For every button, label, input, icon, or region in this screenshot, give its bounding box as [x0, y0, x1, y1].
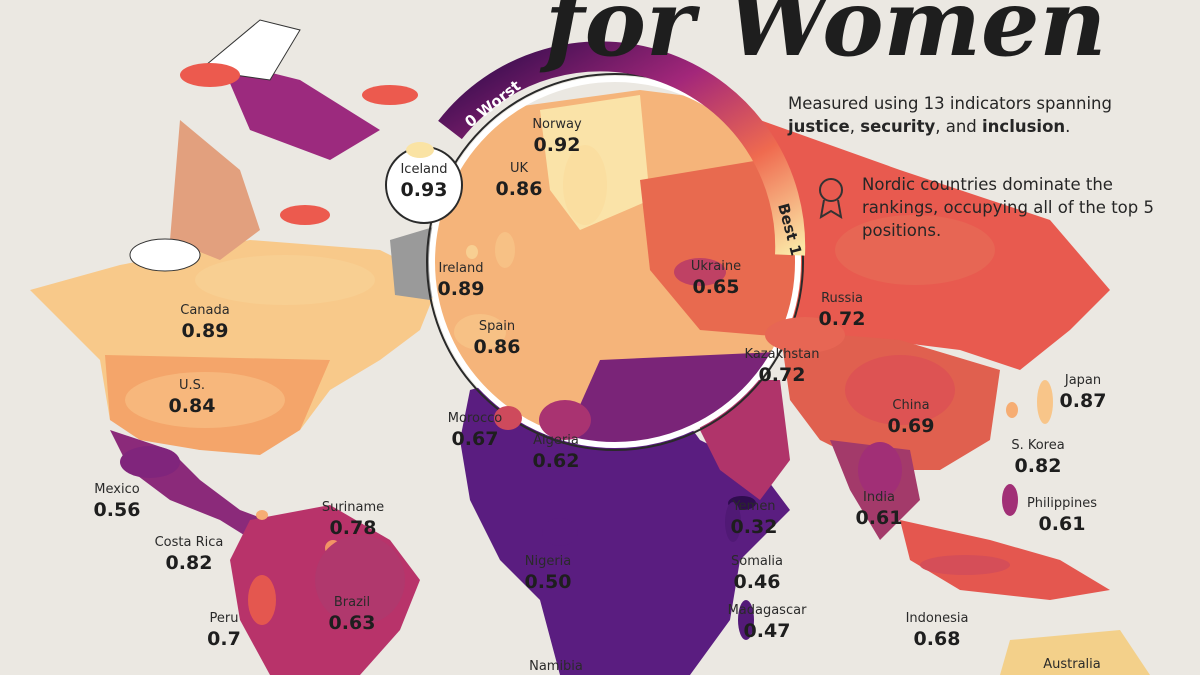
country-name: Namibia	[529, 659, 583, 674]
country-name: Peru	[210, 611, 239, 626]
country-score: 0.46	[734, 571, 781, 593]
country-score: 0.47	[744, 620, 791, 642]
country-shape	[920, 555, 1010, 575]
title: for Women	[539, 0, 1106, 77]
country-name: Suriname	[322, 500, 384, 515]
country-name: Ireland	[439, 261, 484, 276]
country-name: Algeria	[533, 433, 579, 448]
country-name: S. Korea	[1011, 438, 1064, 453]
lens	[385, 41, 806, 451]
country-shape	[765, 317, 845, 353]
country-shape	[1006, 402, 1018, 418]
country-score: 0.72	[759, 364, 806, 386]
country-name: Yemen	[731, 499, 775, 514]
country-shape	[858, 442, 902, 498]
country-score: 0.68	[914, 628, 961, 650]
country-name: Australia	[1043, 657, 1101, 672]
country-name: U.S.	[179, 378, 205, 393]
country-shape	[542, 518, 578, 546]
note: Measured using 13 indicators spanning ju…	[788, 92, 1158, 138]
country-name: Morocco	[448, 411, 502, 426]
country-score: 0.7	[207, 628, 241, 650]
country-shape	[725, 502, 741, 542]
country-name: Ukraine	[691, 259, 741, 274]
country-name: UK	[510, 161, 529, 176]
country-shape	[1037, 380, 1053, 424]
country-shape	[563, 145, 607, 225]
badge-icon	[819, 178, 843, 219]
country-score: 0.78	[330, 517, 377, 539]
country-shape	[835, 215, 995, 285]
country-score: 0.89	[438, 278, 485, 300]
note-text: ,	[849, 117, 861, 136]
country-score: 0.87	[1060, 390, 1107, 412]
country-score: 0.50	[525, 571, 572, 593]
country-name: Mexico	[94, 482, 139, 497]
country-name: India	[863, 490, 895, 505]
country-name: Nigeria	[525, 554, 572, 569]
country-shape	[256, 510, 268, 520]
country-score: 0.86	[474, 336, 521, 358]
country-name: Russia	[821, 291, 863, 306]
country-shape	[738, 600, 754, 640]
country-score: 0.61	[1039, 513, 1086, 535]
country-name: Spain	[479, 319, 515, 334]
country-shape	[494, 406, 522, 430]
country-score: 0.62	[533, 450, 580, 472]
country-score: 0.93	[401, 179, 448, 201]
note-bold: security	[860, 117, 936, 136]
country-name: Brazil	[334, 595, 370, 610]
note-bold: inclusion	[982, 117, 1066, 136]
country-shape	[495, 232, 515, 268]
country-shape	[845, 355, 955, 425]
country-shape	[195, 255, 375, 305]
country-name: China	[892, 398, 929, 413]
country-score: 0.84	[169, 395, 216, 417]
country-shape	[1002, 484, 1018, 516]
country-shape	[125, 372, 285, 428]
country-name: Philippines	[1027, 496, 1097, 511]
country-score: 0.89	[182, 320, 229, 342]
country-name: Kazakhstan	[745, 347, 820, 362]
country-shape	[248, 575, 276, 625]
country-name: Canada	[180, 303, 229, 318]
country-score: 0.69	[888, 415, 935, 437]
countries: Iceland 0.93 Norway 0.92 UK 0.86 Ireland 0.89 Sp…	[94, 117, 1107, 674]
note-bold: justice	[788, 117, 850, 136]
note-text: Measured using 13 indicators spanning	[788, 94, 1112, 113]
country-score: 0.82	[1015, 455, 1062, 477]
illustration	[129, 19, 418, 272]
note-text: , and	[935, 117, 983, 136]
country-shape	[454, 314, 506, 350]
country-shape	[466, 245, 478, 259]
country-score: 0.67	[452, 428, 499, 450]
country-score: 0.63	[329, 612, 376, 634]
country-score: 0.86	[496, 178, 543, 200]
country-score: 0.56	[94, 499, 141, 521]
country-shape	[120, 446, 180, 478]
country-name: Japan	[1064, 373, 1101, 388]
country-score: 0.32	[731, 516, 778, 538]
country-shape	[315, 535, 405, 625]
country-score: 0.82	[166, 552, 213, 574]
country-name: Norway	[532, 117, 582, 132]
country-score: 0.92	[534, 134, 581, 156]
highlight: Nordic countries dominate the rankings, …	[862, 175, 1154, 240]
country-score: 0.72	[819, 308, 866, 330]
note-text: .	[1065, 117, 1071, 136]
country-score: 0.65	[693, 276, 740, 298]
country-name: Indonesia	[906, 611, 969, 626]
country-shape	[539, 400, 591, 440]
country-name: Madagascar	[728, 603, 808, 618]
country-shape	[674, 258, 726, 286]
country-shape	[406, 142, 434, 158]
country-name: Somalia	[731, 554, 783, 569]
country-name: Iceland	[400, 162, 447, 177]
country-name: Costa Rica	[155, 535, 224, 550]
country-score: 0.61	[856, 507, 903, 529]
